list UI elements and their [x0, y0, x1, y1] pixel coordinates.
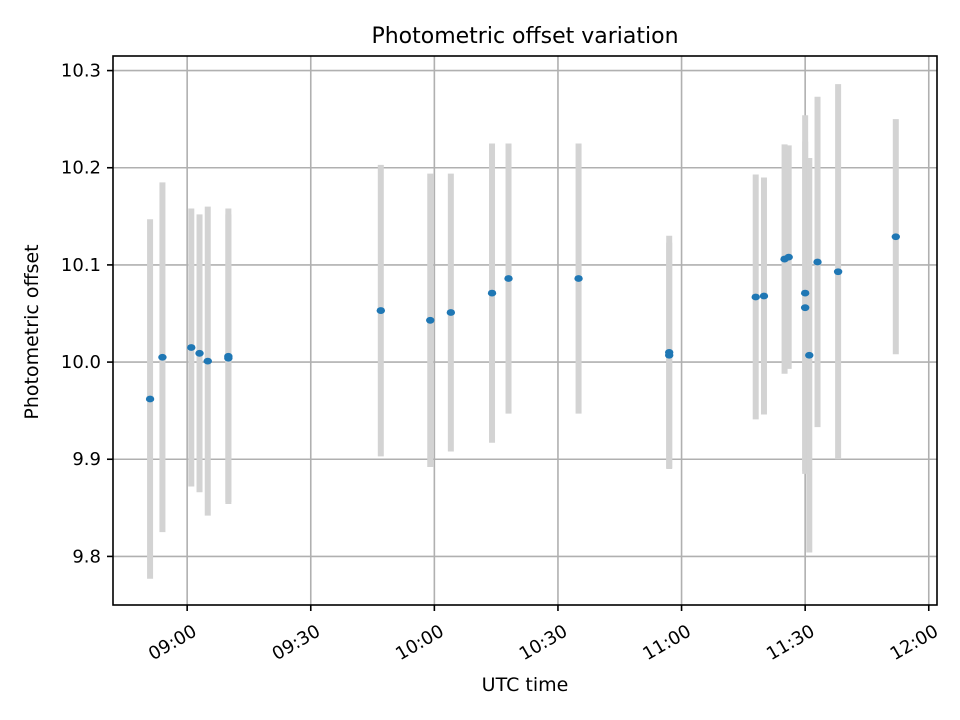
data-point: [195, 349, 204, 357]
data-point: [158, 353, 167, 361]
y-tick-label: 9.8: [72, 546, 101, 567]
y-tick-label: 10.1: [61, 255, 101, 276]
x-tick-label: 10:30: [516, 621, 571, 665]
chart-title: Photometric offset variation: [371, 24, 678, 49]
plot-frame: [112, 55, 938, 606]
y-axis-label: Photometric offset: [21, 244, 43, 419]
y-tick-label: 10.2: [61, 158, 101, 179]
data-point: [224, 354, 233, 362]
x-tick-label: 11:00: [639, 621, 694, 665]
x-tick-label: 12:00: [887, 621, 942, 665]
y-tick-label: 9.9: [72, 449, 101, 470]
point-layer: [145, 233, 900, 403]
data-point: [759, 292, 769, 300]
data-point: [891, 233, 900, 241]
y-tick-label: 10.0: [61, 352, 101, 373]
data-point: [376, 307, 385, 314]
x-axis-label: UTC time: [482, 674, 569, 696]
data-point: [504, 275, 513, 282]
data-point: [813, 258, 822, 266]
x-tick-label: 09:00: [145, 621, 200, 665]
data-point: [751, 293, 760, 301]
data-point: [784, 253, 793, 261]
data-point: [800, 289, 810, 297]
x-tick-label: 11:30: [763, 621, 818, 665]
y-tick-label: 10.3: [61, 61, 101, 82]
data-point: [426, 316, 435, 324]
errorbar-layer: [147, 84, 899, 579]
data-point: [833, 268, 843, 276]
data-point: [800, 304, 810, 312]
data-point: [446, 309, 456, 316]
data-point: [574, 275, 583, 282]
data-point: [187, 344, 196, 351]
x-tick-label: 10:00: [392, 621, 447, 665]
data-point: [805, 351, 814, 359]
data-point: [665, 351, 674, 359]
data-point: [203, 357, 212, 365]
data-point: [487, 289, 497, 297]
grid-layer: [113, 56, 937, 605]
data-point: [145, 395, 155, 403]
x-tick-label: 09:30: [269, 621, 324, 665]
